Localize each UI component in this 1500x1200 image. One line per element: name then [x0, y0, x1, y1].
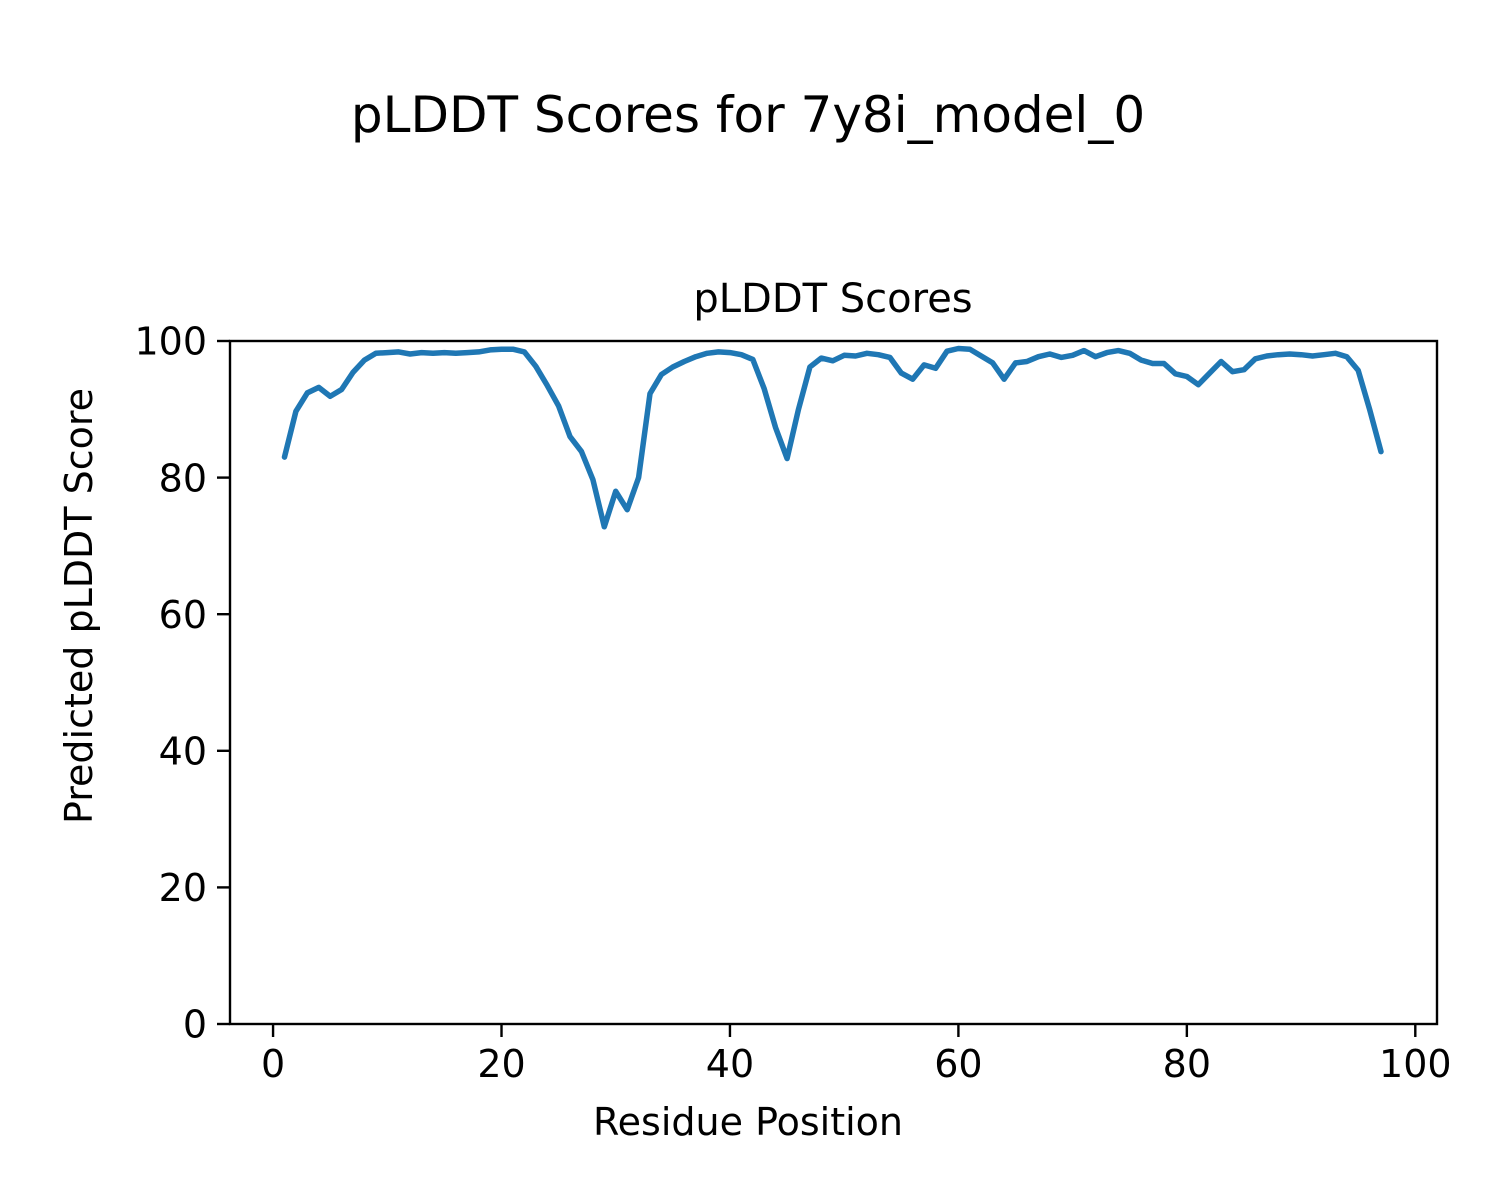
plot-border — [228, 339, 1439, 1026]
x-axis-label: Residue Position — [592, 1100, 904, 1144]
x-tick-label: 20 — [477, 1042, 525, 1086]
x-tick-label: 0 — [261, 1042, 285, 1086]
x-tick-label: 100 — [1379, 1042, 1452, 1086]
y-tick-label: 100 — [134, 320, 207, 364]
x-tick-label: 40 — [706, 1042, 754, 1086]
y-tick-label: 60 — [159, 593, 207, 637]
axes-title: pLDDT Scores — [693, 276, 973, 322]
plddt-line — [281, 345, 1384, 530]
y-tick-label: 20 — [159, 866, 207, 910]
x-tick-label: 80 — [1163, 1042, 1211, 1086]
y-tick-label: 0 — [183, 1003, 207, 1047]
y-tick-label: 40 — [159, 729, 207, 773]
x-tick-label: 60 — [934, 1042, 982, 1086]
figure-title: pLDDT Scores for 7y8i_model_0 — [350, 86, 1146, 144]
y-tick-label: 80 — [159, 456, 207, 500]
